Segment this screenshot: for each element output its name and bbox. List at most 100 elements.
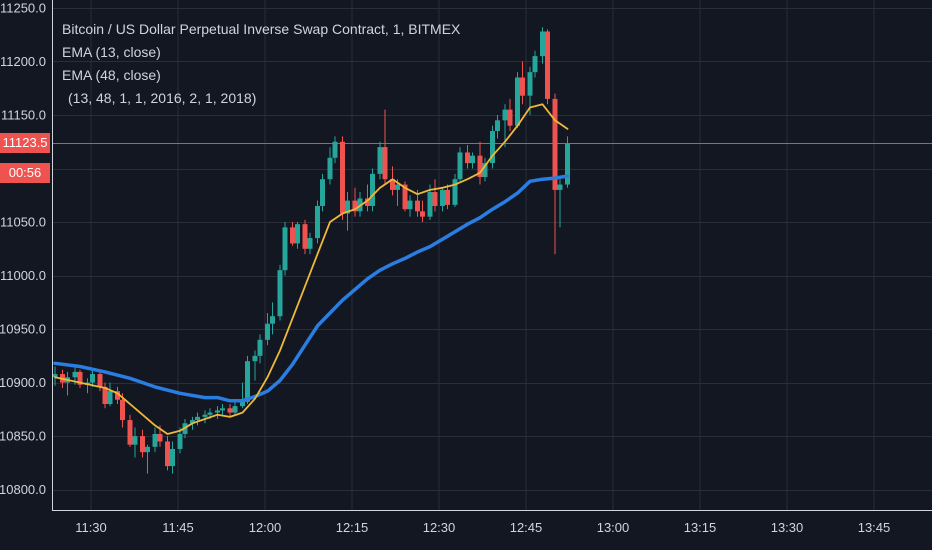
candle xyxy=(120,393,125,428)
candle xyxy=(97,371,103,392)
candle xyxy=(270,302,275,335)
ema-lines xyxy=(53,103,570,435)
price-axis[interactable]: 11250.011200.011150.011100.011050.011000… xyxy=(0,0,53,510)
candle xyxy=(495,114,500,139)
candle-body xyxy=(327,157,333,180)
candle-body xyxy=(477,155,483,178)
candle-body xyxy=(420,211,425,217)
candle-body xyxy=(395,184,400,190)
ema13-line xyxy=(54,103,569,435)
candle-body xyxy=(290,227,295,244)
candle-body xyxy=(232,406,238,413)
time-tick-label: 11:45 xyxy=(162,520,194,535)
candle xyxy=(245,355,250,405)
time-tick-label: 13:00 xyxy=(597,520,630,535)
price-tick-label: 11200.0 xyxy=(0,54,46,69)
candle xyxy=(482,157,488,182)
chart-title[interactable]: Bitcoin / US Dollar Perpetual Inverse Sw… xyxy=(62,21,461,37)
candle-body xyxy=(72,371,78,378)
candle-body xyxy=(207,412,213,415)
candle xyxy=(445,184,450,210)
candle xyxy=(52,366,58,386)
indicator-parameters[interactable]: (13, 48, 1, 1, 2016, 2, 1, 2018) xyxy=(68,90,257,106)
price-tick-label: 10800.0 xyxy=(0,482,46,497)
candle-body xyxy=(507,109,513,126)
time-tick-label: 11:30 xyxy=(75,520,107,535)
candle xyxy=(402,181,408,212)
candle-body xyxy=(77,371,83,385)
candle-body xyxy=(377,147,383,174)
candle-body xyxy=(140,436,145,453)
ema48-line xyxy=(53,174,570,403)
time-tick-label: 12:00 xyxy=(249,520,282,535)
candle xyxy=(332,136,338,164)
candle-body xyxy=(527,72,533,96)
time-tick-label: 13:15 xyxy=(684,520,717,535)
candle-body xyxy=(132,436,138,445)
candle xyxy=(102,382,108,409)
candle xyxy=(132,427,138,458)
legend-ema48[interactable]: EMA (48, close) xyxy=(62,67,161,83)
candle-body xyxy=(382,147,388,180)
candle-body xyxy=(115,391,120,400)
candle-body xyxy=(470,155,475,164)
candle-body xyxy=(152,433,158,447)
candle-body xyxy=(370,173,375,206)
candle xyxy=(202,410,208,424)
candle xyxy=(390,166,395,196)
candle xyxy=(140,429,145,458)
legend-ema13[interactable]: EMA (13, close) xyxy=(62,44,161,60)
candle-body xyxy=(407,200,413,210)
candle xyxy=(177,427,183,454)
candle-body xyxy=(52,374,58,378)
candle-body xyxy=(415,200,420,212)
candle xyxy=(232,401,238,415)
candle xyxy=(127,414,133,447)
candle xyxy=(107,382,113,407)
candle-body xyxy=(270,316,275,324)
candle xyxy=(420,200,425,223)
candle-body xyxy=(97,374,103,387)
price-tick-label: 11000.0 xyxy=(0,268,46,283)
candle-body xyxy=(495,120,500,132)
candle-body xyxy=(365,198,370,206)
time-tick-label: 13:45 xyxy=(858,520,891,535)
candle-body xyxy=(452,179,458,205)
time-tick-label: 13:30 xyxy=(771,520,804,535)
time-tick-label: 12:30 xyxy=(423,520,456,535)
candle xyxy=(115,386,120,405)
candle xyxy=(90,369,95,387)
candle xyxy=(432,179,438,212)
candle xyxy=(277,264,283,321)
chart-grid xyxy=(52,0,932,510)
candle xyxy=(257,334,263,364)
candle xyxy=(290,222,295,246)
candle xyxy=(327,147,333,185)
candle xyxy=(215,406,220,419)
candle-body xyxy=(302,224,308,249)
candle-body xyxy=(165,441,170,467)
candle-body xyxy=(220,408,225,411)
candle-body xyxy=(90,374,95,383)
candle-body xyxy=(265,323,270,340)
candle-body xyxy=(107,391,113,405)
price-tick-label: 11050.0 xyxy=(0,215,46,230)
candle-body xyxy=(215,410,220,413)
candle-body xyxy=(127,420,133,445)
candle xyxy=(240,382,245,409)
candle xyxy=(195,412,200,426)
candle-body xyxy=(345,200,350,214)
chart-legend: Bitcoin / US Dollar Perpetual Inverse Sw… xyxy=(62,18,460,110)
candle xyxy=(440,187,445,212)
candle xyxy=(515,72,520,128)
candle-body xyxy=(277,270,283,317)
bar-countdown: 00:56 xyxy=(0,163,50,183)
candle-body xyxy=(202,414,208,417)
time-axis[interactable]: 11:30 11:45 12:00 12:15 12:30 12:45 13:00 13:15… xyxy=(52,510,932,536)
candle-body xyxy=(252,355,258,362)
candle-body xyxy=(315,205,320,239)
time-tick-label: 12:45 xyxy=(510,520,543,535)
candle-body xyxy=(482,163,488,178)
candle xyxy=(452,173,458,208)
candle-body xyxy=(307,238,313,249)
